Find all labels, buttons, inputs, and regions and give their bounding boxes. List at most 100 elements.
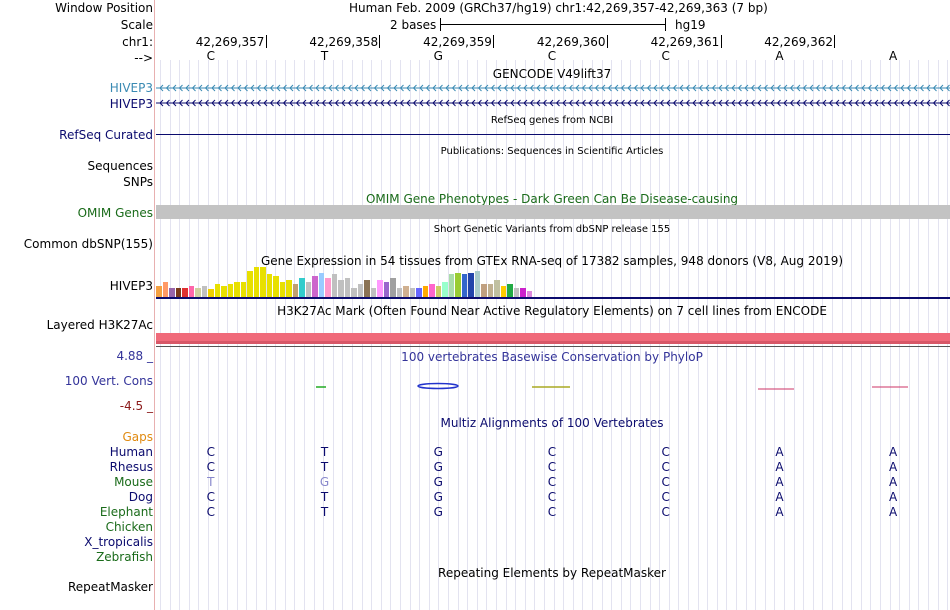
gtex-tissue-bar[interactable] <box>279 282 285 297</box>
gtex-tissue-bar[interactable] <box>331 274 337 297</box>
gtex-tissue-bar[interactable] <box>500 286 506 297</box>
strand-chevron <box>230 84 235 92</box>
strand-chevron <box>906 99 911 107</box>
gtex-tissue-bar[interactable] <box>325 278 331 297</box>
strand-chevron <box>861 99 866 107</box>
gtex-tissue-bar[interactable] <box>208 289 214 297</box>
gtex-tissue-bar[interactable] <box>468 273 474 297</box>
species-label-chicken[interactable]: Chicken <box>105 520 153 534</box>
gtex-tissue-bar[interactable] <box>273 276 279 297</box>
phylop-signal[interactable] <box>156 380 950 394</box>
gtex-tissue-bar[interactable] <box>221 286 227 297</box>
gtex-tissue-bar[interactable] <box>156 286 162 297</box>
gtex-tissue-bar[interactable] <box>266 274 272 297</box>
gencode-transcripts[interactable] <box>156 82 950 110</box>
gtex-tissue-bar[interactable] <box>162 282 168 297</box>
species-label-dog[interactable]: Dog <box>128 490 153 504</box>
gtex-tissue-bar[interactable] <box>513 288 519 297</box>
gtex-tissue-bar[interactable] <box>299 278 305 297</box>
strand-chevron <box>458 84 463 92</box>
h3k27ac-label[interactable]: Layered H3K27Ac <box>46 318 153 332</box>
gtex-label[interactable]: HIVEP3 <box>109 279 153 293</box>
gtex-tissue-bar[interactable] <box>416 288 422 297</box>
gtex-tissue-bar[interactable] <box>201 286 207 297</box>
species-label-rhesus[interactable]: Rhesus <box>109 460 153 474</box>
gtex-tissue-bar[interactable] <box>435 286 441 297</box>
gtex-tissue-bar[interactable] <box>286 280 292 297</box>
aligned-base: C <box>547 460 557 474</box>
coordinate-tick <box>379 35 381 48</box>
gtex-tissue-bar[interactable] <box>403 286 409 297</box>
gtex-tissue-bar[interactable] <box>377 280 383 297</box>
gaps-label[interactable]: Gaps <box>122 430 153 444</box>
refseq-label[interactable]: RefSeq Curated <box>59 128 153 142</box>
gtex-tissue-bar[interactable] <box>481 284 487 297</box>
gtex-tissue-bar[interactable] <box>487 284 493 297</box>
gtex-tissue-bar[interactable] <box>169 288 175 297</box>
gtex-tissue-bar[interactable] <box>175 288 181 297</box>
strand-chevron <box>490 84 495 92</box>
gtex-tissue-bar[interactable] <box>390 278 396 297</box>
gtex-tissue-bar[interactable] <box>357 284 363 297</box>
species-label-x_tropicalis[interactable]: X_tropicalis <box>84 535 153 549</box>
gtex-tissue-bar[interactable] <box>305 282 311 297</box>
gtex-tissue-bar[interactable] <box>247 271 253 297</box>
gtex-tissue-bar[interactable] <box>344 278 350 297</box>
species-label-zebrafish[interactable]: Zebrafish <box>96 550 153 564</box>
gtex-tissue-bar[interactable] <box>422 286 428 297</box>
gtex-tissue-bar[interactable] <box>312 276 318 297</box>
gtex-tissue-bar[interactable] <box>234 282 240 297</box>
gtex-tissue-bar[interactable] <box>494 280 500 297</box>
gtex-tissue-bar[interactable] <box>474 271 480 297</box>
gtex-tissue-bar[interactable] <box>227 284 233 297</box>
gtex-tissue-bar[interactable] <box>461 274 467 297</box>
gtex-tissue-bar[interactable] <box>182 288 188 297</box>
gtex-tissue-bar[interactable] <box>351 288 357 297</box>
h3k27ac-signal-lower[interactable] <box>156 341 950 344</box>
phylop-ymin: -4.5 _ <box>119 399 153 413</box>
gtex-tissue-bar[interactable] <box>188 286 194 297</box>
gtex-tissue-bar[interactable] <box>455 273 461 297</box>
repeatmasker-label[interactable]: RepeatMasker <box>67 580 153 594</box>
gtex-tissue-bar[interactable] <box>292 284 298 297</box>
snps-label[interactable]: SNPs <box>123 175 153 189</box>
strand-chevron <box>568 84 573 92</box>
gtex-tissue-bar[interactable] <box>318 273 324 297</box>
gtex-tissue-bar[interactable] <box>214 284 220 297</box>
strand-chevron <box>406 99 411 107</box>
refseq-gene-line[interactable] <box>156 134 950 135</box>
gtex-tissue-bar[interactable] <box>260 267 266 297</box>
gencode-item-label-1[interactable]: HIVEP3 <box>109 81 153 95</box>
gtex-tissue-bar[interactable] <box>396 288 402 297</box>
species-label-human[interactable]: Human <box>109 445 153 459</box>
dbsnp-label[interactable]: Common dbSNP(155) <box>23 237 153 251</box>
gencode-item-label-2[interactable]: HIVEP3 <box>109 97 153 111</box>
gtex-tissue-bar[interactable] <box>526 291 532 297</box>
gtex-expression-chart[interactable] <box>156 267 950 297</box>
gtex-tissue-bar[interactable] <box>429 284 435 297</box>
sequences-label[interactable]: Sequences <box>87 159 153 173</box>
strand-chevron <box>588 84 593 92</box>
gtex-tissue-bar[interactable] <box>253 267 259 297</box>
gtex-tissue-bar[interactable] <box>364 280 370 297</box>
reference-base: A <box>775 49 784 63</box>
omim-label[interactable]: OMIM Genes <box>77 206 153 220</box>
phylop-label[interactable]: 100 Vert. Cons <box>64 374 153 388</box>
h3k27ac-signal[interactable] <box>156 333 950 341</box>
gtex-tissue-bar[interactable] <box>370 288 376 297</box>
gtex-tissue-bar[interactable] <box>195 288 201 297</box>
gtex-tissue-bar[interactable] <box>520 288 526 297</box>
gtex-tissue-bar[interactable] <box>409 288 415 297</box>
strand-chevron <box>646 84 651 92</box>
omim-feature-bar[interactable] <box>156 205 950 219</box>
coordinate-label: 42,269,362 <box>764 35 833 49</box>
gtex-tissue-bar[interactable] <box>507 284 513 297</box>
species-label-mouse[interactable]: Mouse <box>114 475 153 489</box>
gtex-tissue-bar[interactable] <box>448 274 454 297</box>
gtex-tissue-bar[interactable] <box>338 280 344 297</box>
strand-chevron <box>367 84 372 92</box>
gtex-tissue-bar[interactable] <box>442 282 448 297</box>
gtex-tissue-bar[interactable] <box>383 282 389 297</box>
species-label-elephant[interactable]: Elephant <box>99 505 153 519</box>
gtex-tissue-bar[interactable] <box>240 282 246 297</box>
